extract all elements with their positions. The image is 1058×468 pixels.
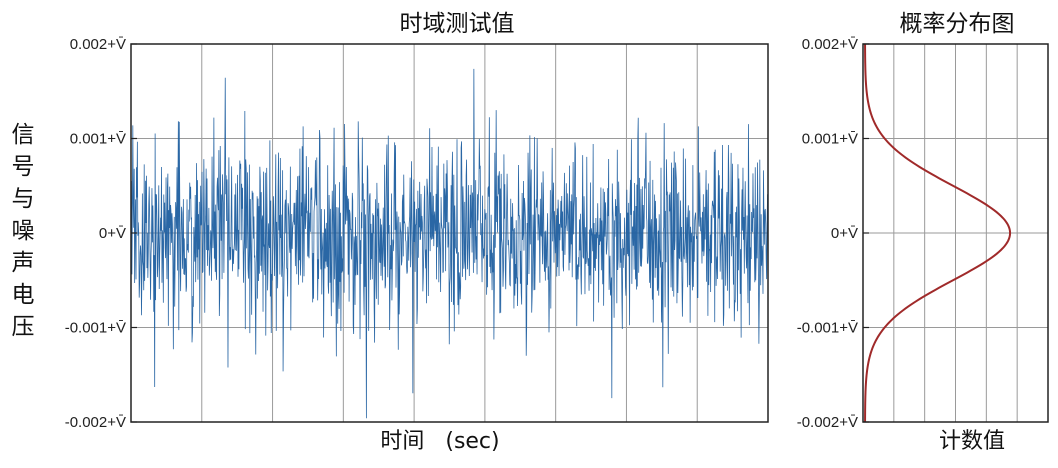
time-domain-y-ticks: 0.002+V̄ 0.001+V̄ 0+V̄ -0.001+V̄ -0.002+V̄ [65, 36, 137, 431]
time-domain-y-tick-label: -0.002+V̄ [65, 414, 126, 431]
distribution-x-label: 计数值 [939, 429, 1005, 454]
time-domain-title: 时域测试值 [400, 11, 515, 37]
distribution-title: 概率分布图 [900, 11, 1015, 37]
time-domain-y-tick-label: 0.001+V̄ [70, 131, 126, 148]
noise-signal-line [130, 68, 769, 419]
y-label-char: 与 [12, 186, 35, 212]
time-domain-x-label: 时间 (sec) [380, 429, 499, 454]
distribution-y-tick-label: 0.001+V̄ [802, 131, 858, 148]
time-domain-chart: 时域测试值 0.002+V̄ 0.001+V̄ 0+V̄ -0.001+V̄ -0.00… [12, 11, 769, 454]
time-domain-y-tick-label: 0.002+V̄ [70, 36, 126, 53]
time-domain-y-tick-label: 0+V̄ [99, 225, 126, 242]
y-label-char: 信 [12, 122, 35, 148]
y-label-char: 电 [12, 282, 35, 308]
time-domain-y-tick-label: -0.001+V̄ [65, 320, 126, 337]
y-label-char: 号 [12, 154, 35, 180]
distribution-y-tick-label: -0.002+V̄ [797, 414, 858, 431]
y-label-char: 声 [12, 250, 35, 276]
time-domain-signal [130, 68, 769, 419]
y-label-char: 压 [12, 314, 35, 340]
distribution-curve [864, 43, 1012, 423]
distribution-chart: 概率分布图 0.002+V̄ 0.001+V̄ 0+V̄ -0.001+V̄ -0.00… [797, 11, 1049, 454]
distribution-y-tick-label: -0.001+V̄ [797, 320, 858, 337]
distribution-y-tick-label: 0+V̄ [831, 225, 858, 242]
distribution-y-tick-label: 0.002+V̄ [802, 36, 858, 53]
distribution-y-ticks: 0.002+V̄ 0.001+V̄ 0+V̄ -0.001+V̄ -0.002+V̄ [797, 36, 869, 431]
y-label-char: 噪 [12, 218, 35, 244]
distribution-curve-line [864, 43, 1012, 423]
